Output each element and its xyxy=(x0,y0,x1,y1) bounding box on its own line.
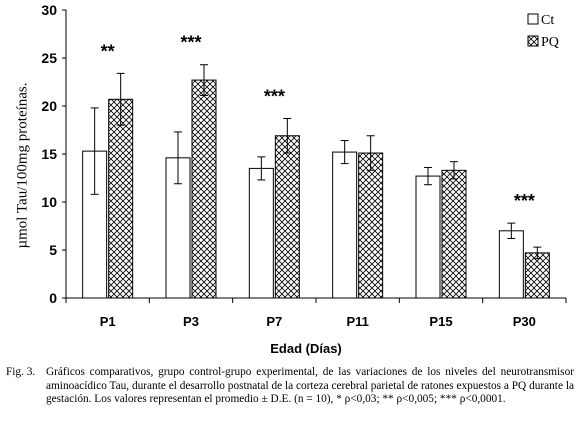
x-tick-label: P30 xyxy=(513,314,536,329)
bar-pq xyxy=(524,252,550,299)
x-tick-label: P7 xyxy=(266,314,282,329)
bar-pq xyxy=(358,152,384,299)
x-tick-label: P1 xyxy=(100,314,116,329)
y-tick-label: 15 xyxy=(41,146,57,162)
legend-label-ct: Ct xyxy=(541,13,554,28)
significance-marker: ** xyxy=(101,41,115,61)
y-axis-label-box: µmol Tau/100mg proteínas. xyxy=(10,70,36,260)
significance-marker: *** xyxy=(264,86,285,106)
significance-marker: *** xyxy=(180,33,201,53)
bar-pq xyxy=(441,169,467,299)
legend-swatch-ct xyxy=(527,13,539,25)
legend: Ct PQ xyxy=(527,13,559,50)
bar-ct xyxy=(415,175,441,299)
y-tick-label: 10 xyxy=(41,194,57,210)
legend-swatch-pq xyxy=(527,35,539,47)
y-tick-label: 25 xyxy=(41,50,57,66)
x-tick-label: P11 xyxy=(346,314,368,329)
y-tick-label: 0 xyxy=(49,290,57,306)
legend-label-pq: PQ xyxy=(541,35,559,50)
bar-ct xyxy=(332,151,358,299)
bar-ct xyxy=(248,167,274,299)
y-tick-label: 20 xyxy=(41,98,57,114)
caption-label: Fig. 3. xyxy=(6,366,36,378)
x-tick-label: P3 xyxy=(183,314,199,329)
bar-pq xyxy=(191,79,217,299)
x-axis-label: Edad (Días) xyxy=(270,341,342,356)
bar-pq xyxy=(274,135,300,299)
x-tick-label: P15 xyxy=(429,314,452,329)
y-tick-label: 30 xyxy=(41,2,57,18)
y-axis-label: µmol Tau/100mg proteínas. xyxy=(14,81,31,249)
bar-ct xyxy=(498,230,524,299)
y-tick-label: 5 xyxy=(49,242,57,258)
significance-marker: *** xyxy=(514,191,535,211)
bar-pq xyxy=(108,98,134,299)
caption-text: Gráficos comparativos, grupo control-gru… xyxy=(46,366,574,406)
